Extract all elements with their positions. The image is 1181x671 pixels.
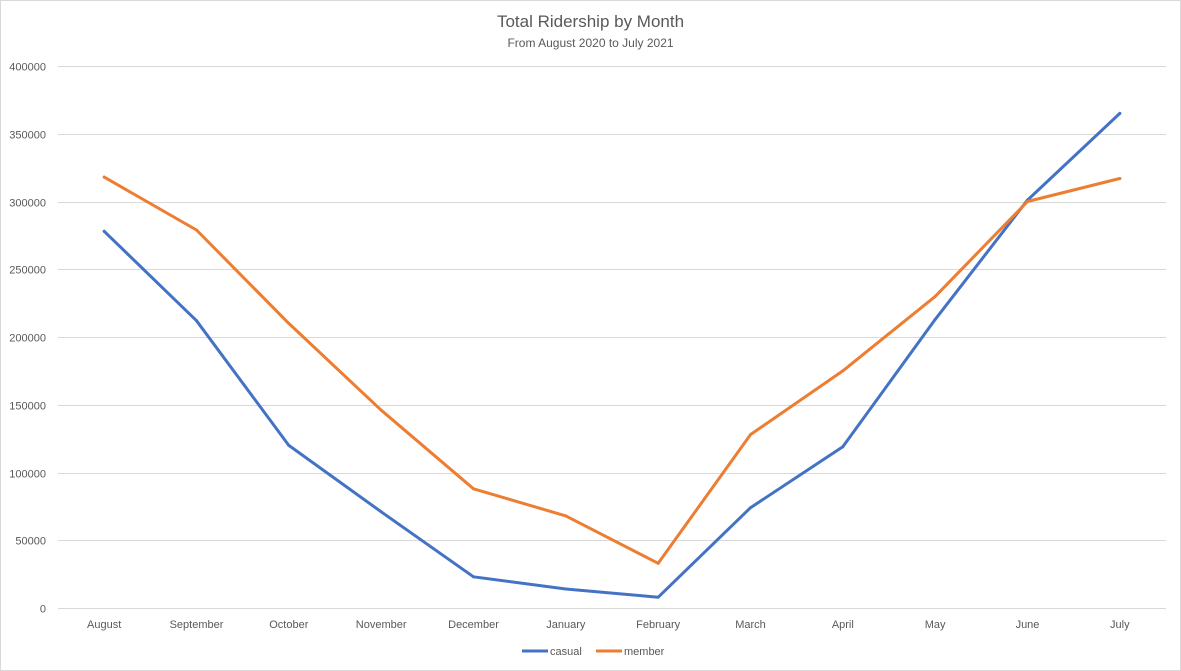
data-point-casual (656, 595, 660, 599)
x-tick-label: September (170, 619, 224, 631)
y-tick-label: 50000 (15, 536, 46, 548)
x-tick-label: May (925, 619, 946, 631)
x-tick-label: August (87, 619, 121, 631)
data-point-member (933, 294, 937, 298)
data-point-casual (379, 510, 383, 514)
x-tick-label: March (735, 619, 766, 631)
x-tick-label: November (356, 619, 407, 631)
data-point-member (195, 228, 198, 232)
y-axis-ticks: 0 50000 100000 150000 200000 250000 300000 3500… (9, 62, 46, 616)
gridlines (58, 66, 1166, 609)
x-tick-label: July (1110, 619, 1130, 631)
series-lines (102, 111, 1122, 599)
data-point-member (564, 514, 568, 518)
legend: casual member (522, 646, 665, 658)
data-point-casual (749, 506, 752, 510)
y-tick-label: 0 (40, 604, 46, 616)
data-point-member (656, 561, 660, 565)
data-point-member (379, 408, 383, 412)
y-tick-label: 400000 (9, 62, 46, 74)
data-point-member (841, 369, 845, 373)
y-tick-label: 200000 (9, 333, 46, 345)
data-point-casual (933, 317, 937, 321)
x-tick-label: June (1016, 619, 1040, 631)
series-line-casual (102, 111, 1122, 599)
legend-label-member: member (624, 646, 665, 658)
data-point-member (287, 321, 291, 325)
x-axis-ticks: August September October November December Ja… (87, 619, 1130, 631)
data-point-member (1026, 200, 1029, 203)
data-point-member (472, 487, 475, 491)
chart-title: Total Ridership by Month (496, 12, 685, 31)
x-tick-label: December (448, 619, 499, 631)
y-tick-label: 150000 (9, 401, 46, 413)
data-point-casual (1118, 111, 1122, 115)
chart-subtitle: From August 2020 to July 2021 (507, 36, 674, 50)
y-tick-label: 350000 (9, 130, 46, 142)
x-tick-label: February (636, 619, 681, 631)
data-point-casual (287, 443, 291, 447)
x-tick-label: January (546, 619, 586, 631)
x-tick-label: October (269, 619, 308, 631)
data-point-casual (564, 587, 568, 591)
y-tick-label: 300000 (9, 198, 46, 210)
series-line-member (102, 175, 1122, 565)
data-point-casual (102, 229, 106, 233)
y-tick-label: 250000 (9, 265, 46, 277)
legend-label-casual: casual (550, 646, 582, 658)
data-point-member (1118, 176, 1122, 180)
y-tick-label: 100000 (9, 469, 46, 481)
data-point-member (749, 433, 752, 437)
data-point-casual (841, 445, 845, 449)
data-point-casual (195, 319, 198, 323)
data-point-member (102, 175, 106, 179)
data-point-casual (472, 575, 475, 579)
x-tick-label: April (832, 619, 854, 631)
